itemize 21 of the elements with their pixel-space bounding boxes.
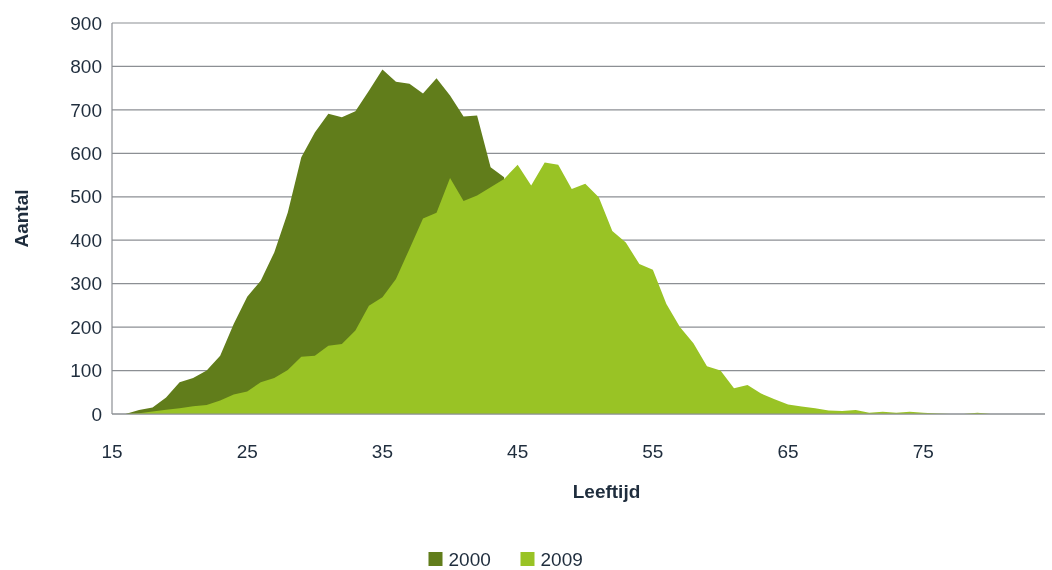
x-tick-label: 15 [101,441,123,462]
x-tick-label: 45 [507,441,529,462]
y-tick-label: 700 [70,99,102,121]
x-tick-label: 25 [236,441,258,462]
x-tick-label: 55 [642,441,664,462]
y-tick-label: 600 [70,142,102,164]
y-tick-label: 300 [70,273,102,295]
y-axis-title: Aantal [11,189,32,248]
y-tick-label: 0 [91,403,102,425]
y-tick-label: 200 [70,316,102,338]
legend-label: 2009 [540,548,583,570]
y-tick-label: 400 [70,229,102,251]
x-tick-label: 75 [912,441,934,462]
legend-label: 2000 [448,548,491,570]
x-tick-label: 35 [371,441,394,462]
y-tick-label: 100 [70,360,102,382]
x-tick-label: 65 [777,441,799,462]
y-tick-label: 800 [70,56,102,78]
y-tick-label: 900 [70,12,102,34]
x-axis-title: Leeftijd [572,481,641,502]
y-tick-label: 500 [70,186,102,208]
